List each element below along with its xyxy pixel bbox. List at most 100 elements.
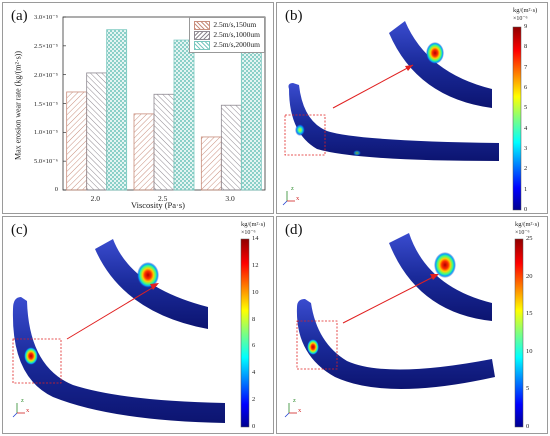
colorbar-unit-c: kg/(m²·s) — [241, 221, 266, 228]
colorbar-tick-label: 5 — [526, 385, 530, 393]
bar-2.0-series-0 — [66, 91, 88, 191]
panel-a-bar-chart: (a) Max erosion wear rate (kg/(m²·s)) Vi… — [2, 2, 274, 214]
colorbar-tick-label: 0 — [526, 423, 530, 430]
colorbar-tick-label: 7 — [524, 63, 528, 71]
bar-2.0-series-1 — [86, 72, 108, 191]
colorbar-tick-label: 8 — [524, 43, 528, 51]
panel-label-a: (a) — [11, 8, 28, 24]
colorbar-c — [240, 238, 250, 428]
legend-label-2000um: 2.5m/s,2000um — [213, 40, 260, 49]
colorbar-exponent-c: ×10⁻⁶ — [241, 230, 256, 236]
bar-3.0-series-0 — [200, 136, 222, 191]
zoom-arrow — [66, 284, 158, 340]
axis-x-label-b: x — [296, 195, 300, 202]
secondary-spot — [353, 150, 361, 156]
bar-chart-svg — [62, 16, 266, 191]
zoom-arrow — [342, 274, 438, 324]
axis-z-label-b: z — [291, 185, 294, 192]
inset-hotspot — [426, 42, 444, 64]
colorbar-unit-d: kg/(m²·s) — [515, 221, 540, 228]
colorbar-b — [512, 26, 522, 211]
inset-hotspot — [434, 252, 456, 278]
bar-3.0-series-2 — [240, 44, 262, 191]
colorbar-tick-label: 2 — [524, 165, 528, 173]
y-axis-label: Max erosion wear rate (kg/(m²·s)) — [13, 50, 23, 161]
colorbar-tick-label: 0 — [252, 423, 256, 430]
legend: 2.5m/s,150um 2.5m/s,1000um 2.5m/s,2000um — [189, 17, 265, 53]
colorbar-tick-label: 25 — [526, 235, 533, 242]
colorbar-unit-b: kg/(m²·s) — [513, 7, 538, 14]
colorbar-tick-label: 5 — [524, 104, 528, 112]
y-tick-label: 5.0×10⁻⁶ — [34, 158, 58, 166]
panel-label-d: (d) — [285, 222, 303, 238]
panel-label-c: (c) — [11, 222, 28, 238]
bar-2.5-series-0 — [133, 113, 155, 191]
colorbar-tick-label: 4 — [524, 124, 528, 132]
colorbar-exponent-b: ×10⁻⁶ — [513, 16, 528, 22]
x-tick-label: 2.0 — [90, 194, 101, 203]
y-tick-label: 2.5×10⁻⁵ — [34, 42, 58, 50]
legend-swatch-150um — [194, 20, 211, 30]
colorbar-tick-label: 6 — [252, 342, 256, 350]
zoom-box — [296, 320, 338, 370]
bar-2.5-series-1 — [153, 93, 175, 191]
legend-entry-2000um: 2.5m/s,2000um — [194, 40, 260, 50]
main-pipe — [296, 299, 495, 389]
x-tick-label: 3.0 — [225, 194, 235, 203]
inset-pipe — [389, 233, 492, 321]
colorbar-tick-label: 2 — [252, 396, 256, 404]
y-tick-label: 1.5×10⁻⁵ — [34, 100, 58, 108]
colorbar-tick-label: 1 — [524, 185, 528, 193]
zoom-box — [284, 114, 326, 156]
bar-2.0-series-2 — [106, 29, 128, 191]
axis-x-label-d: x — [298, 407, 302, 414]
main-pipe — [12, 297, 226, 423]
panel-label-b: (b) — [285, 8, 303, 24]
main-hotspot — [307, 339, 319, 355]
zoom-arrowhead — [150, 283, 159, 290]
panel-d-contour: (d) z x kg/(m²·s) ×10⁻⁶ 25 20 15 10 5 0 — [276, 216, 548, 434]
panel-c-contour: (c) z x kg/(m²·s) ×10⁻⁶ 14 12 10 8 6 4 2 0 — [2, 216, 274, 434]
colorbar-tick-label: 6 — [524, 84, 528, 91]
main-hotspot — [295, 124, 305, 136]
legend-label-1000um: 2.5m/s,1000um — [213, 30, 260, 39]
y-tick-label: 2.0×10⁻⁵ — [34, 71, 58, 79]
colorbar-tick-label: 10 — [526, 347, 533, 355]
contour-c-svg — [12, 238, 250, 428]
colorbar-tick-label: 15 — [526, 310, 533, 318]
colorbar-tick-label: 8 — [252, 315, 256, 323]
x-tick-label: 2.5 — [158, 194, 168, 203]
legend-label-150um: 2.5m/s,150um — [213, 20, 257, 29]
y-tick-label: 0 — [54, 186, 58, 193]
x-axis-label: Viscosity (Pa·s) — [130, 200, 186, 210]
legend-entry-150um: 2.5m/s,150um — [194, 20, 260, 30]
legend-swatch-2000um — [194, 40, 211, 50]
zoom-box — [12, 338, 62, 384]
colorbar-tick-label: 12 — [252, 261, 259, 269]
axis-z-label-c: z — [21, 397, 24, 404]
contour-b-svg — [282, 21, 522, 211]
colorbar-tick-label: 10 — [252, 288, 259, 296]
inset-hotspot — [137, 262, 159, 288]
main-pipe — [288, 83, 499, 161]
legend-entry-1000um: 2.5m/s,1000um — [194, 30, 260, 40]
zoom-arrowhead — [430, 274, 439, 280]
y-tick-label: 3.0×10⁻⁵ — [34, 14, 58, 21]
colorbar-tick-label: 0 — [524, 206, 528, 213]
axis-z-label-d: z — [293, 397, 296, 404]
colorbar-tick-label: 3 — [524, 145, 528, 152]
panel-b-contour: (b) — [276, 2, 548, 214]
legend-swatch-1000um — [194, 30, 211, 40]
contour-d-svg — [284, 233, 524, 428]
axis-x-label-c: x — [26, 407, 30, 414]
colorbar-exponent-d: ×10⁻⁶ — [515, 230, 530, 236]
bar-2.5-series-2 — [173, 39, 195, 191]
colorbar-tick-label: 20 — [526, 272, 533, 280]
colorbar-tick-label: 9 — [524, 23, 528, 30]
zoom-arrowhead — [405, 65, 413, 71]
zoom-arrow — [332, 64, 414, 109]
inset-pipe — [389, 21, 492, 108]
y-tick-label: 1.0×10⁻⁵ — [34, 129, 58, 137]
colorbar-tick-label: 14 — [252, 235, 259, 242]
colorbar-tick-label: 4 — [252, 369, 256, 377]
